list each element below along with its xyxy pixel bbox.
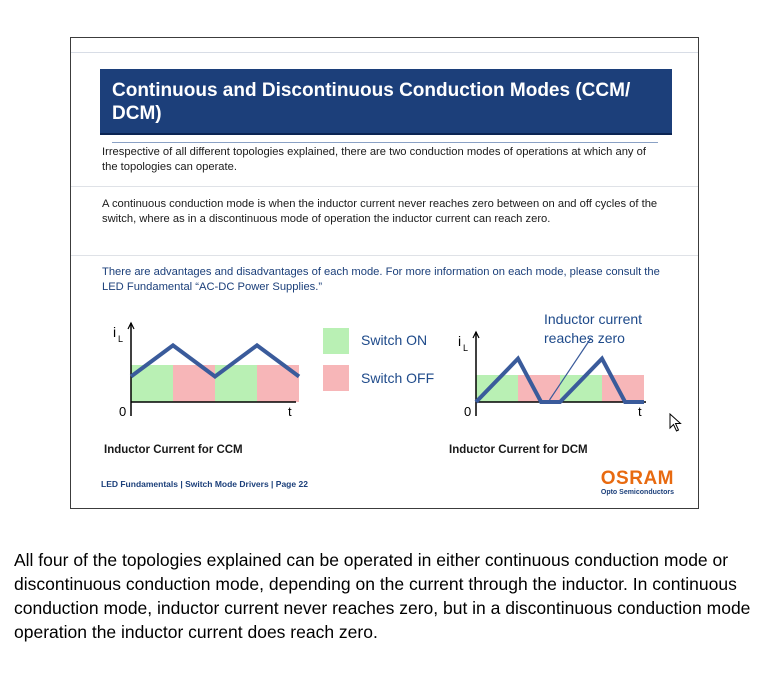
ccm-chart: i Lt 0	[113, 321, 301, 419]
logo-brand: OSRAM	[600, 468, 674, 489]
origin-label: 0	[464, 404, 471, 419]
dcm-annotation: Inductor current reaches zero	[544, 311, 643, 346]
legend-switch-off-swatch	[323, 365, 349, 391]
paragraph-more-info: There are advantages and disadvantages o…	[102, 266, 660, 293]
y-axis-arrow	[127, 321, 135, 330]
y-axis-arrow	[472, 330, 480, 339]
x-axis-label: t	[638, 404, 642, 419]
x-axis-label: t	[288, 404, 292, 419]
y-axis-label-subscript: L	[463, 343, 468, 353]
legend-switch-on-swatch	[323, 328, 349, 354]
dcm-chart: i Lt 0	[458, 330, 646, 419]
paragraph-intro: Irrespective of all different topologies…	[102, 146, 646, 173]
slide: Continuous and Discontinuous Conduction …	[70, 37, 699, 509]
legend-switch-off-label: Switch OFF	[361, 370, 435, 386]
body-text: All four of the topologies explained can…	[14, 550, 751, 642]
separator	[71, 186, 698, 187]
origin-label: 0	[119, 404, 126, 419]
y-axis-label: i	[458, 333, 461, 349]
inductor-current-line	[474, 355, 644, 404]
logo-subtitle: Opto Semiconductors	[600, 489, 674, 496]
legend-switch-on-label: Switch ON	[361, 332, 428, 348]
slide-title: Continuous and Discontinuous Conduction …	[112, 80, 631, 124]
y-axis-label-subscript: L	[118, 334, 123, 344]
title-underline	[112, 142, 658, 143]
annotation-pointer-line	[549, 337, 592, 401]
y-axis-label: i	[113, 324, 116, 340]
slide-title-bar: Continuous and Discontinuous Conduction …	[100, 69, 672, 143]
separator	[71, 255, 698, 256]
inductor-current-line	[129, 342, 301, 379]
mouse-pointer-icon	[669, 413, 682, 432]
dcm-chart-title: Inductor Current for DCM	[449, 444, 588, 456]
slide-footer: LED Fundamentals | Switch Mode Drivers |…	[101, 479, 308, 489]
ccm-chart-title: Inductor Current for CCM	[104, 444, 243, 456]
slide-top-rule	[71, 52, 698, 53]
paragraph-ccm-definition: A continuous conduction mode is when the…	[102, 198, 658, 225]
osram-logo: OSRAM Opto Semiconductors	[600, 468, 674, 497]
